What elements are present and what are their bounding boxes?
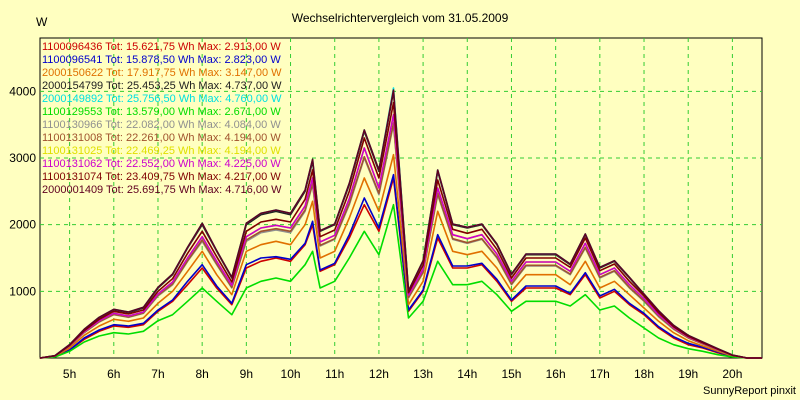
series-lines <box>39 87 762 359</box>
legend-entry: 2000149892 Tot: 25.756,50 Wh Max: 4.760,… <box>42 93 282 105</box>
legend: 1100096436 Tot: 15.621,75 Wh Max: 2.913,… <box>42 41 282 196</box>
x-tick-label: 10h <box>281 367 301 381</box>
series-line-12 <box>39 89 762 359</box>
x-tick-label: 16h <box>546 367 566 381</box>
legend-entry: 1100129553 Tot: 13.579,00 Wh Max: 2.671,… <box>42 106 281 118</box>
x-tick-label: 12h <box>369 367 389 381</box>
x-tick-label: 19h <box>678 367 698 381</box>
x-tick-label: 11h <box>325 367 344 381</box>
x-tick-label: 5h <box>63 367 76 381</box>
series-line-2 <box>39 173 762 359</box>
legend-entry: 2000150622 Tot: 17.917,75 Wh Max: 3.147,… <box>42 67 282 79</box>
x-tick-label: 13h <box>413 367 433 381</box>
footer-credit: SunnyReport pinxit <box>703 385 796 397</box>
chart-title: Wechselrichtervergleich vom 31.05.2009 <box>292 11 509 25</box>
x-tick-label: 15h <box>501 367 521 381</box>
y-tick-label: 2000 <box>9 218 36 232</box>
y-axis-label: W <box>36 15 48 29</box>
legend-entry: 1100130966 Tot: 22.082,00 Wh Max: 4.084,… <box>42 119 281 131</box>
y-tick-label: 1000 <box>9 284 36 298</box>
series-line-11 <box>39 101 762 359</box>
series-line-3 <box>39 153 762 359</box>
legend-entry: 2000001409 Tot: 25.691,75 Wh Max: 4.716,… <box>42 184 282 196</box>
x-tick-label: 7h <box>151 367 164 381</box>
x-tick-label: 14h <box>457 367 477 381</box>
legend-entry: 1100131074 Tot: 23.409,75 Wh Max: 4.217,… <box>42 171 281 183</box>
x-tick-labels: 5h 6h 7h 8h 9h 10h 11h 12h 13h 14h 15h 16h 17h 18h 19h… <box>63 367 742 381</box>
series-line-6 <box>39 203 762 359</box>
y-tick-label: 3000 <box>9 151 36 165</box>
legend-entry: 1100096436 Tot: 15.621,75 Wh Max: 2.913,… <box>42 41 281 53</box>
legend-entry: 1100131025 Tot: 22.469,25 Wh Max: 4.194,… <box>42 145 281 157</box>
y-tick-labels: 1000 2000 3000 4000 <box>9 84 36 298</box>
legend-entry: 2000154799 Tot: 25.453,25 Wh Max: 4.737,… <box>42 80 282 92</box>
x-tick-label: 6h <box>107 367 120 381</box>
x-tick-label: 9h <box>240 367 253 381</box>
x-tick-label: 8h <box>195 367 208 381</box>
legend-entry: 1100131062 Tot: 22.552,00 Wh Max: 4.225,… <box>42 158 281 170</box>
y-tick-label: 4000 <box>9 84 36 98</box>
legend-entry: 1100131008 Tot: 22.261,00 Wh Max: 4.194,… <box>42 132 281 144</box>
x-tick-label: 17h <box>590 367 610 381</box>
x-tick-label: 18h <box>634 367 654 381</box>
x-tick-label: 20h <box>722 367 742 381</box>
series-line-10 <box>39 113 762 359</box>
legend-entry: 1100096541 Tot: 15.878,50 Wh Max: 2.823,… <box>42 54 281 66</box>
